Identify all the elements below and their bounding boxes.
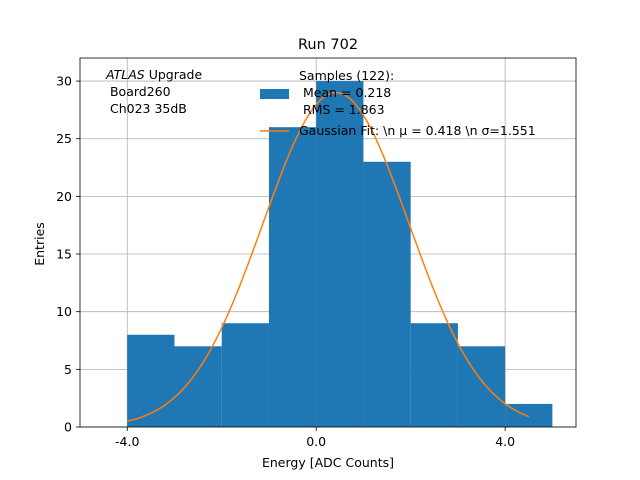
x-axis-label: Energy [ADC Counts]	[262, 455, 394, 470]
experiment-suffix: Upgrade	[145, 67, 203, 82]
axis-ticks: -4.0 0.0 4.0 0 5 10 15 20 25 30	[56, 74, 515, 449]
legend-histogram-line-3: RMS = 1.863	[299, 102, 385, 117]
histogram-bar	[505, 403, 553, 427]
histogram-bar	[457, 346, 506, 427]
experiment-annotation: ATLAS Upgrade Board260 Ch023 35dB	[105, 67, 202, 116]
legend: Samples (122): Mean = 0.218 RMS = 1.863 …	[260, 68, 536, 138]
y-tick-label: 15	[56, 247, 72, 262]
histogram-bar	[127, 334, 175, 427]
legend-histogram-line-2: Mean = 0.218	[299, 85, 391, 100]
y-tick-label: 10	[56, 304, 72, 319]
x-tick-label: 4.0	[495, 434, 515, 449]
axes-frame	[79, 57, 577, 428]
annotation-line-2: Board260	[106, 84, 171, 99]
legend-histogram-swatch	[260, 89, 289, 99]
histogram-bar	[363, 161, 411, 427]
legend-histogram-line-1: Samples (122):	[299, 68, 394, 83]
y-tick-label: 25	[56, 131, 72, 146]
experiment-name: ATLAS	[105, 67, 145, 82]
y-tick-label: 0	[64, 420, 72, 435]
y-tick-label: 5	[64, 362, 72, 377]
legend-fit-label: Gaussian Fit: \n μ = 0.418 \n σ=1.551	[299, 123, 536, 138]
y-tick-label: 20	[56, 189, 72, 204]
y-tick-label: 30	[56, 74, 72, 89]
histogram-bar	[221, 323, 269, 427]
histogram-bar	[316, 81, 364, 427]
y-axis-label: Entries	[32, 222, 47, 266]
histogram-bar	[410, 323, 458, 427]
histogram-bar	[268, 127, 317, 427]
histogram-bar	[174, 346, 222, 427]
annotation-line-3: Ch023 35dB	[106, 101, 187, 116]
chart-title: Run 702	[298, 37, 358, 53]
x-tick-label: 0.0	[306, 434, 326, 449]
annotation-line-1: ATLAS Upgrade	[105, 67, 202, 82]
x-tick-label: -4.0	[115, 434, 139, 449]
gaussian-fit-curve	[127, 91, 530, 422]
